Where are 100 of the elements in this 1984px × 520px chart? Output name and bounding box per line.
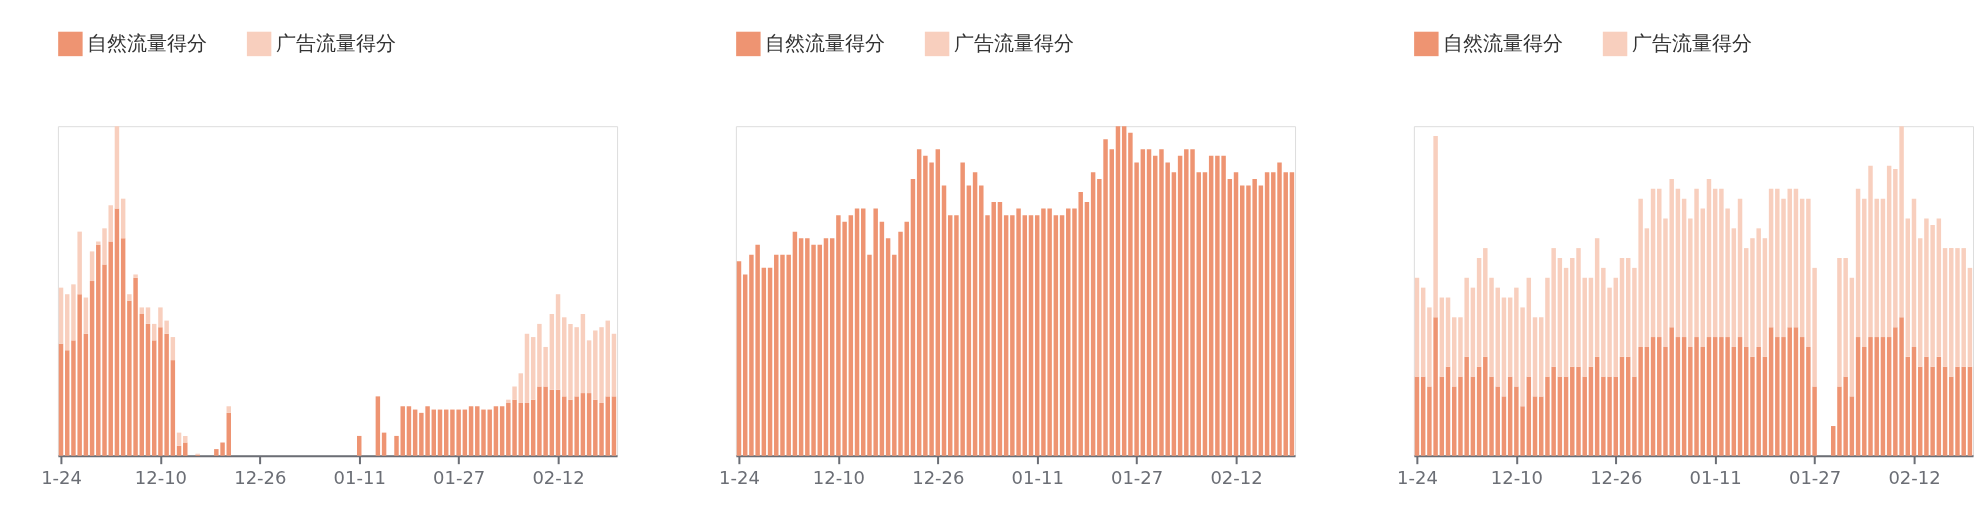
bar [1264, 172, 1270, 456]
bar [226, 412, 231, 456]
bar [1712, 337, 1718, 456]
bar [1619, 356, 1625, 456]
bar [829, 238, 835, 456]
bar [1022, 215, 1028, 456]
bar [916, 149, 922, 456]
bar [1196, 172, 1201, 456]
bar [1289, 172, 1295, 456]
x-tick-label: 01-11 [333, 467, 386, 489]
bar [1799, 337, 1805, 456]
bar [1706, 337, 1712, 456]
bar [493, 406, 499, 456]
bar [1849, 396, 1855, 456]
bar [1830, 426, 1836, 456]
x-tick-label: 12-10 [134, 467, 188, 489]
bar [1233, 172, 1239, 456]
x-tick-label: 01-27 [1788, 467, 1842, 489]
bar [1084, 201, 1090, 456]
bar [1613, 277, 1619, 377]
x-tick-label: 12-10 [1490, 467, 1543, 489]
bar [1532, 396, 1538, 456]
bar [183, 435, 188, 443]
bar [1059, 215, 1065, 456]
bar [518, 402, 523, 456]
bar [761, 267, 767, 456]
bar [139, 307, 145, 314]
bar [580, 393, 586, 456]
bar [512, 386, 517, 400]
bar [562, 396, 567, 456]
bar [1619, 257, 1625, 357]
bar [947, 215, 953, 456]
bar [1240, 185, 1245, 456]
bar [151, 340, 157, 456]
bar [468, 406, 474, 456]
bar [1557, 257, 1563, 377]
bar [506, 399, 511, 403]
legend-label: 广告流量得分 [1631, 30, 1752, 55]
bar [1793, 327, 1799, 456]
bar [611, 396, 617, 456]
bar [1202, 172, 1208, 456]
x-tick-label: 01-27 [433, 467, 486, 489]
bar [1121, 126, 1127, 456]
bar [586, 340, 592, 394]
bar [1700, 346, 1705, 456]
bar [1917, 238, 1923, 367]
bar [1625, 356, 1631, 456]
bar [1034, 215, 1040, 456]
bar [499, 406, 505, 456]
x-tick-label: 02-12 [1888, 467, 1941, 489]
bar [935, 149, 941, 456]
legend-label: 自然流量得分 [86, 30, 207, 55]
bar [183, 442, 188, 456]
bar [1594, 356, 1600, 456]
bar [170, 360, 176, 456]
bar [1258, 185, 1264, 456]
bar [530, 337, 536, 400]
bar [357, 435, 362, 456]
bar [1880, 337, 1886, 456]
bar [1476, 257, 1482, 367]
x-tick-label: 12-10 [812, 467, 866, 489]
bar [1942, 248, 1948, 367]
bar [1768, 327, 1774, 456]
bar [1731, 346, 1737, 456]
bar [1140, 149, 1146, 456]
x-tick-label: 12-26 [1590, 467, 1643, 489]
bar [1115, 126, 1121, 456]
bar [736, 261, 742, 456]
bar [1109, 149, 1114, 456]
bar [1675, 337, 1681, 456]
bar [1936, 218, 1942, 357]
bar [1731, 228, 1737, 347]
bar [1625, 257, 1631, 357]
bar [226, 406, 231, 413]
bar [997, 201, 1003, 456]
bar [1090, 172, 1096, 456]
x-tick-label: 1-24 [1397, 467, 1438, 489]
bar [549, 314, 555, 390]
bar [1028, 215, 1034, 456]
x-tick-label: 02-12 [1210, 467, 1263, 489]
bar [1594, 238, 1600, 357]
legend-label: 自然流量得分 [1442, 30, 1563, 55]
bar [1171, 172, 1177, 456]
x-tick-label: 1-24 [41, 467, 82, 489]
x-tick-label: 01-27 [1111, 467, 1164, 489]
bar [114, 126, 120, 209]
bar [966, 185, 972, 456]
bar [1737, 337, 1743, 456]
legend-label: 广告流量得分 [275, 30, 396, 55]
bar [1905, 218, 1911, 357]
bar [1936, 356, 1942, 456]
bar [1644, 228, 1650, 347]
bar [1644, 346, 1650, 456]
bar [605, 396, 610, 456]
bar [885, 238, 891, 456]
bar [1538, 396, 1544, 456]
x-tick-label: 01-11 [1689, 467, 1742, 489]
bar [823, 238, 829, 456]
bar [798, 238, 804, 456]
bar [1787, 327, 1792, 456]
